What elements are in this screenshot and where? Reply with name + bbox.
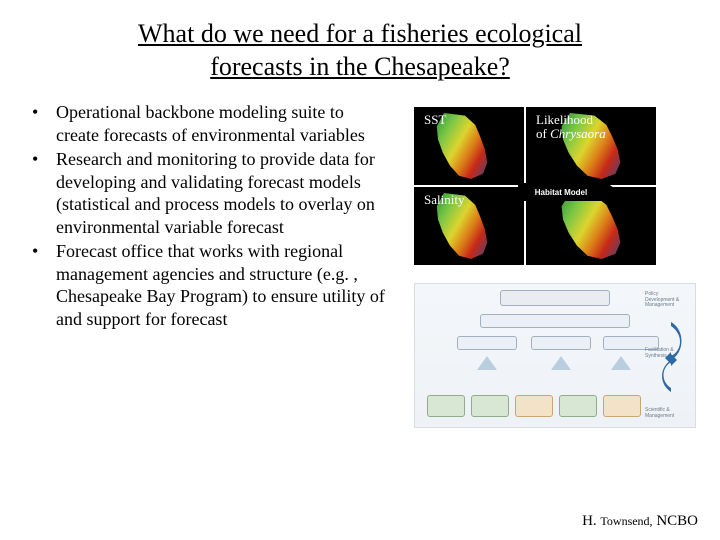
- arrow-head-icon: [604, 181, 620, 203]
- triangle-icon: [477, 356, 497, 370]
- org-diagram: Policy Development & Management Facilita…: [414, 283, 696, 428]
- bullet-marker: •: [30, 148, 56, 171]
- diagram-header-box: [500, 290, 610, 306]
- bullet-item: • Forecast office that works with region…: [30, 240, 390, 330]
- bullet-text: Operational backbone modeling suite to c…: [56, 101, 390, 146]
- figure-column: SST Likelihood of Chrysaora Salinity Hab…: [390, 101, 690, 428]
- diagram-side-label: Facilitation & Synthesis: [645, 348, 689, 359]
- arrow-body: Habitat Model: [518, 183, 604, 201]
- arrow-label: Habitat Model: [535, 188, 587, 197]
- bullet-marker: •: [30, 101, 56, 124]
- diagram-row-box: [480, 314, 630, 328]
- diagram-small-box: [559, 395, 597, 417]
- map-grid: SST Likelihood of Chrysaora Salinity Hab…: [414, 107, 690, 265]
- map-label-sst: SST: [424, 113, 446, 127]
- map-cell-likelihood: Likelihood of Chrysaora: [526, 107, 656, 185]
- bullet-list: • Operational backbone modeling suite to…: [30, 101, 390, 330]
- diagram-side-label: Policy Development & Management: [645, 292, 689, 309]
- map-label-likelihood: Likelihood of Chrysaora: [536, 113, 606, 142]
- likelihood-italic: Chrysaora: [550, 126, 606, 141]
- title-line-2: forecasts in the Chesapeake?: [210, 52, 510, 81]
- attribution: H. Townsend, NCBO: [582, 513, 698, 530]
- bullet-marker: •: [30, 240, 56, 263]
- diagram-box: [457, 336, 517, 350]
- diagram-small-box: [603, 395, 641, 417]
- diagram-small-box: [427, 395, 465, 417]
- triangle-icon: [551, 356, 571, 370]
- slide-title: What do we need for a fisheries ecologic…: [0, 0, 720, 93]
- attribution-org: NCBO: [653, 513, 698, 529]
- map-cell-sst: SST: [414, 107, 524, 185]
- diagram-box: [531, 336, 591, 350]
- bullet-item: • Operational backbone modeling suite to…: [30, 101, 390, 146]
- bullet-item: • Research and monitoring to provide dat…: [30, 148, 390, 238]
- bullet-text: Forecast office that works with regional…: [56, 240, 390, 330]
- map-cell-salinity: Salinity: [414, 187, 524, 265]
- diagram-small-box: [471, 395, 509, 417]
- habitat-model-arrow: Habitat Model: [518, 181, 622, 203]
- content-row: • Operational backbone modeling suite to…: [0, 93, 720, 428]
- diagram-small-box: [515, 395, 553, 417]
- likelihood-prefix: of: [536, 126, 550, 141]
- bullet-column: • Operational backbone modeling suite to…: [20, 101, 390, 428]
- attribution-name: Townsend,: [600, 514, 652, 528]
- title-line-1: What do we need for a fisheries ecologic…: [138, 19, 582, 48]
- diagram-side-label: Scientific & Management: [645, 408, 689, 419]
- map-label-salinity: Salinity: [424, 193, 464, 207]
- likelihood-line1: Likelihood: [536, 112, 593, 127]
- bullet-text: Research and monitoring to provide data …: [56, 148, 390, 238]
- attribution-prefix: H.: [582, 513, 600, 529]
- triangle-icon: [611, 356, 631, 370]
